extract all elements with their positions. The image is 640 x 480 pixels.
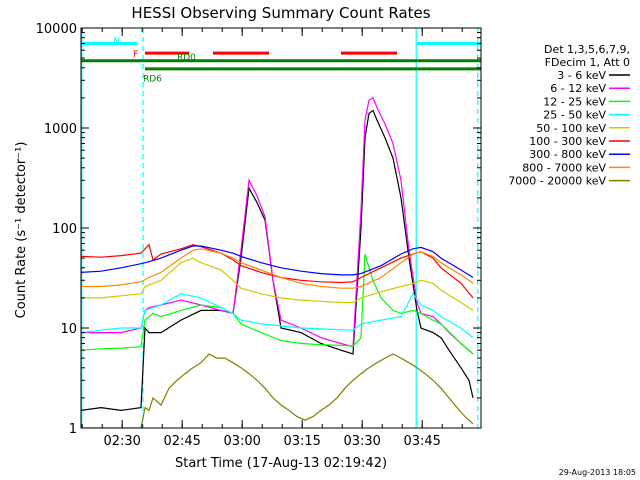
legend-label-8: 7000 - 20000 keV <box>508 175 606 188</box>
plot-area: N F RD0 RD6 1 10 100 1000 10000 02:30 02:45 03:00 03… <box>36 22 630 449</box>
y-axis-label: Count Rate (s⁻¹ detector⁻¹) <box>14 142 29 319</box>
chart-title: HESSI Observing Summary Count Rates <box>131 4 430 22</box>
legend: Det 1,3,5,6,7,9,FDecim 1, Att 03 - 6 keV… <box>508 43 630 188</box>
series-line-1 <box>81 97 474 355</box>
legend-label-2: 12 - 25 keV <box>543 95 606 108</box>
legend-label-6: 300 - 800 keV <box>529 148 606 161</box>
y-tick-label-2: 100 <box>52 222 77 237</box>
x-tick-label-2: 03:00 <box>223 434 260 449</box>
x-tick-label-3: 03:15 <box>283 434 320 449</box>
series-line-3 <box>81 292 474 339</box>
y-tick-label-3: 1000 <box>44 122 77 137</box>
legend-header-1: FDecim 1, Att 0 <box>545 56 630 69</box>
legend-label-7: 800 - 7000 keV <box>522 161 606 174</box>
flag-label-rd6: RD6 <box>143 75 162 85</box>
x-tick-label-5: 03:45 <box>403 434 440 449</box>
flag-label-n: N <box>113 37 120 47</box>
series-line-0 <box>81 109 474 412</box>
y-tick-label-0: 1 <box>69 422 77 437</box>
footer-timestamp: 29-Aug-2013 18:05 <box>559 468 636 477</box>
series-line-2 <box>81 253 474 355</box>
flag-label-rd0: RD0 <box>177 53 196 63</box>
legend-label-0: 3 - 6 keV <box>557 69 606 82</box>
legend-label-4: 50 - 100 keV <box>536 122 606 135</box>
legend-label-3: 25 - 50 keV <box>543 109 606 122</box>
y-tick-label-1: 10 <box>60 322 77 337</box>
series-line-6 <box>81 245 474 279</box>
plot-inner <box>81 28 481 428</box>
x-tick-label-4: 03:30 <box>343 434 380 449</box>
x-tick-label-1: 02:45 <box>163 434 200 449</box>
legend-label-5: 100 - 300 keV <box>529 135 606 148</box>
legend-header-0: Det 1,3,5,6,7,9, <box>544 43 630 56</box>
series-line-8 <box>81 353 474 428</box>
series-line-4 <box>81 257 474 311</box>
series-line-7 <box>81 248 474 289</box>
x-axis-label: Start Time (17-Aug-13 02:19:42) <box>175 456 387 471</box>
y-tick-label-4: 10000 <box>36 22 77 37</box>
flag-label-f: F <box>133 50 138 60</box>
x-tick-label-0: 02:30 <box>103 434 140 449</box>
legend-label-1: 6 - 12 keV <box>550 82 606 95</box>
